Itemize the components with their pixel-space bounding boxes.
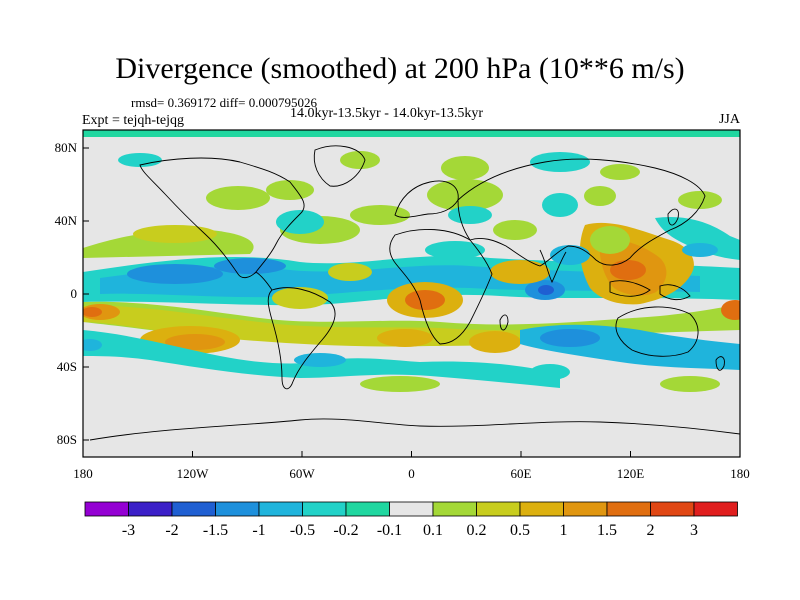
colorbar-label: -0.5 [290, 522, 315, 539]
colorbar-box [432, 501, 477, 517]
divergence-field [83, 130, 740, 392]
colorbar-label: 0.1 [423, 522, 443, 539]
season-label: JJA [718, 112, 740, 127]
colorbar-label: -3 [122, 522, 135, 539]
y-tick-label: 0 [71, 286, 78, 301]
colorbar: -3 -2 -1.5 -1 -0.5 -0.2 -0.1 0.1 0.2 0.5 1 1.5 2 3 [84, 501, 738, 539]
colorbar-label: -2 [165, 522, 178, 539]
colorbar-label: -0.1 [377, 522, 402, 539]
colorbar-label: 0.2 [467, 522, 487, 539]
colorbar-label: 1 [560, 522, 568, 539]
colorbar-box [563, 501, 608, 517]
colorbar-box [606, 501, 651, 517]
y-tick-label: 40N [55, 213, 78, 228]
map-plot-area: 180 120W 60W 0 60E 120E 180 80N 40N 0 40… [55, 129, 750, 481]
colorbar-label: 3 [690, 522, 698, 539]
y-tick-label: 80S [57, 432, 77, 447]
y-tick-label: 40S [57, 359, 77, 374]
colorbar-box [171, 501, 216, 517]
colorbar-label: -0.2 [333, 522, 358, 539]
x-tick-label: 120W [177, 466, 210, 481]
colorbar-label: 1.5 [597, 522, 617, 539]
colorbar-box [389, 501, 434, 517]
colorbar-box [302, 501, 347, 517]
y-tick-label: 80N [55, 140, 78, 155]
colorbar-box [519, 501, 564, 517]
colorbar-box [215, 501, 260, 517]
colorbar-label: -1.5 [203, 522, 228, 539]
colorbar-label: 0.5 [510, 522, 530, 539]
x-tick-label: 120E [617, 466, 645, 481]
colorbar-label: -1 [252, 522, 265, 539]
colorbar-box [476, 501, 521, 517]
period-label: 14.0kyr-13.5kyr - 14.0kyr-13.5kyr [290, 106, 484, 121]
experiment-label: Expt = tejqh-tejqg [82, 113, 184, 128]
colorbar-box [650, 501, 695, 517]
x-tick-label: 60E [511, 466, 532, 481]
x-tick-label: 60W [289, 466, 315, 481]
colorbar-box [693, 501, 738, 517]
x-tick-label: 180 [73, 466, 93, 481]
colorbar-label: 2 [647, 522, 655, 539]
colorbar-box [258, 501, 303, 517]
axis-ticks [82, 147, 741, 457]
colorbar-box [84, 501, 129, 517]
map-title: Divergence (smoothed) at 200 hPa (10**6 … [115, 52, 685, 85]
x-tick-label: 0 [408, 466, 415, 481]
colorbar-box [345, 501, 390, 517]
stats-text: rmsd= 0.369172 diff= 0.000795026 [131, 95, 317, 110]
x-tick-label: 180 [730, 466, 750, 481]
colorbar-box [128, 501, 173, 517]
coastlines [89, 145, 740, 441]
